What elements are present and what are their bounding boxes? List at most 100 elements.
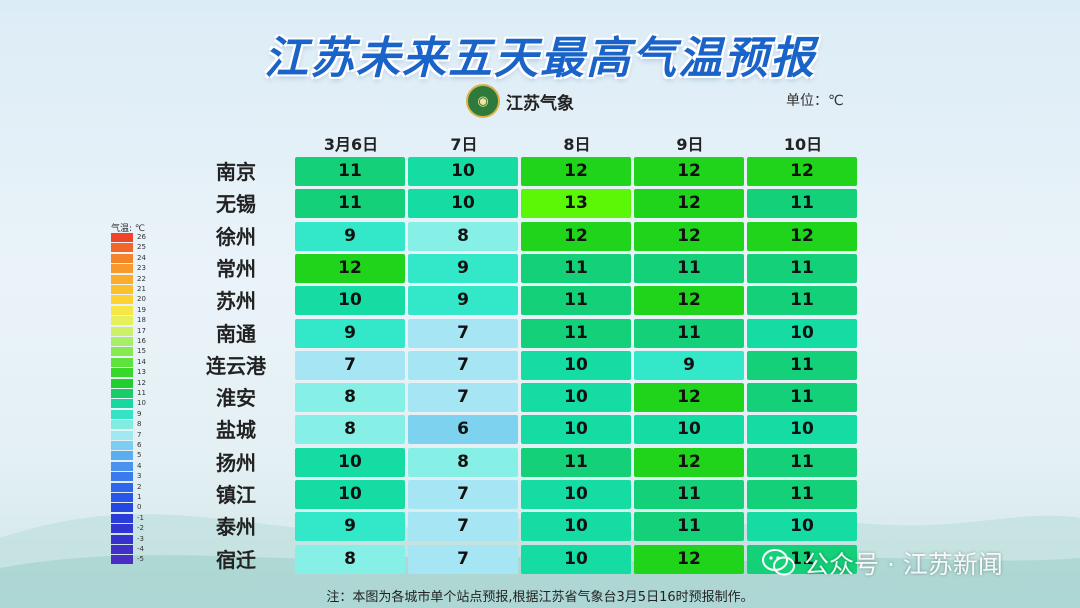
city-label: 泰州	[216, 515, 256, 540]
temperature-cell: 10	[747, 318, 857, 348]
temperature-cell: 10	[408, 157, 518, 186]
temperature-cell: 7	[408, 512, 518, 542]
watermark: 公众号 · 江苏新闻	[762, 545, 1003, 581]
temperature-cell: 10	[521, 383, 631, 413]
legend-swatch	[111, 316, 133, 326]
legend-swatch	[111, 389, 133, 398]
temperature-cell: 10	[634, 415, 744, 445]
temperature-cell: 9	[295, 221, 405, 251]
temperature-cell: 11	[295, 157, 405, 186]
city-label: 徐州	[216, 224, 256, 249]
temperature-cell: 12	[634, 544, 744, 574]
legend-label: 13	[137, 368, 146, 377]
legend-label: 5	[137, 451, 142, 460]
temperature-cell: 12	[747, 157, 857, 186]
logo: ◉ 江苏气象	[466, 84, 574, 118]
legend-swatch	[111, 451, 133, 461]
temperature-cell: 8	[408, 221, 518, 251]
temperature-cell: 11	[634, 512, 744, 542]
temperature-cell: 8	[295, 544, 405, 574]
temperature-cell: 7	[295, 350, 405, 380]
legend-swatch	[111, 472, 133, 482]
temperature-cell: 11	[747, 447, 857, 477]
logo-text: 江苏气象	[506, 93, 574, 114]
temperature-cell: 11	[521, 253, 631, 283]
temperature-cell: 13	[521, 189, 631, 219]
temperature-cell: 12	[634, 383, 744, 413]
legend-label: 26	[137, 233, 146, 241]
temperature-cell: 11	[747, 480, 857, 509]
city-label: 盐城	[216, 418, 256, 443]
legend-label: 16	[137, 337, 146, 345]
legend-label: -5	[137, 555, 144, 564]
temperature-cell: 11	[521, 318, 631, 348]
legend-swatch	[111, 493, 133, 502]
legend-swatch	[111, 233, 133, 242]
temperature-cell: 9	[408, 286, 518, 316]
legend-swatch	[111, 347, 133, 357]
legend-label: 3	[137, 472, 142, 481]
legend-swatch	[111, 337, 133, 346]
legend-swatch	[111, 555, 133, 565]
legend-label: 6	[137, 441, 142, 449]
temperature-cell: 12	[634, 447, 744, 477]
date-header-4: 10日	[783, 135, 823, 154]
legend-swatch	[111, 378, 133, 388]
temperature-cell: 11	[521, 286, 631, 316]
city-label: 常州	[216, 256, 256, 281]
temperature-cell: 7	[408, 544, 518, 574]
legend-swatch	[111, 524, 133, 534]
city-label: 扬州	[216, 450, 256, 475]
city-label: 苏州	[216, 289, 256, 314]
legend-label: 10	[137, 399, 146, 408]
city-label: 连云港	[206, 353, 266, 378]
temperature-cell: 12	[521, 221, 631, 251]
legend-label: 20	[137, 295, 146, 304]
unit-label: 单位：℃	[786, 93, 844, 109]
legend-label: 19	[137, 305, 146, 314]
legend-label: 2	[137, 482, 142, 491]
legend-swatch	[111, 285, 133, 294]
legend-label: -2	[137, 524, 144, 533]
temperature-cell: 11	[747, 286, 857, 316]
legend-label: 12	[137, 378, 146, 387]
temperature-cell: 10	[295, 480, 405, 509]
page-title: 江苏未来五天最高气温预报	[264, 33, 816, 84]
legend-swatch	[111, 409, 133, 419]
date-header-0: 3月6日	[323, 135, 379, 154]
temperature-cell: 10	[747, 415, 857, 445]
legend-label: 0	[137, 503, 142, 512]
legend-label: 24	[137, 253, 146, 262]
legend-label: -1	[137, 513, 144, 522]
temperature-cell: 7	[408, 318, 518, 348]
legend-swatch	[111, 305, 133, 315]
legend-label: 23	[137, 264, 146, 273]
temperature-cell: 11	[747, 544, 857, 574]
temperature-cell: 9	[634, 350, 744, 380]
legend-swatch	[111, 243, 133, 253]
legend-label: -4	[137, 545, 144, 553]
city-label: 宿迁	[216, 547, 256, 572]
temperature-cell: 11	[634, 480, 744, 509]
legend-swatch	[111, 295, 133, 305]
temperature-cell: 12	[634, 286, 744, 316]
temperature-cell: 10	[408, 189, 518, 219]
legend-swatch	[111, 399, 133, 409]
legend-swatch	[111, 253, 133, 263]
temperature-cell: 11	[747, 189, 857, 219]
city-label: 南京	[216, 160, 256, 184]
legend-label: 4	[137, 461, 142, 470]
temperature-cell: 12	[295, 253, 405, 283]
temperature-cell: 11	[521, 447, 631, 477]
watermark-text: 公众号 · 江苏新闻	[804, 550, 1003, 579]
footnote: 注：本图为各城市单个站点预报,根据江苏省气象台3月5日16时预报制作。	[326, 590, 754, 605]
legend-swatch	[111, 534, 133, 544]
legend-swatch	[111, 326, 133, 336]
legend-label: 18	[137, 316, 146, 325]
legend-swatch	[111, 357, 133, 367]
emblem-icon: ◉	[466, 84, 500, 118]
legend-label: 17	[137, 326, 146, 335]
legend-label: 7	[137, 430, 142, 439]
temperature-cell: 11	[747, 383, 857, 413]
temperature-cell: 11	[747, 253, 857, 283]
